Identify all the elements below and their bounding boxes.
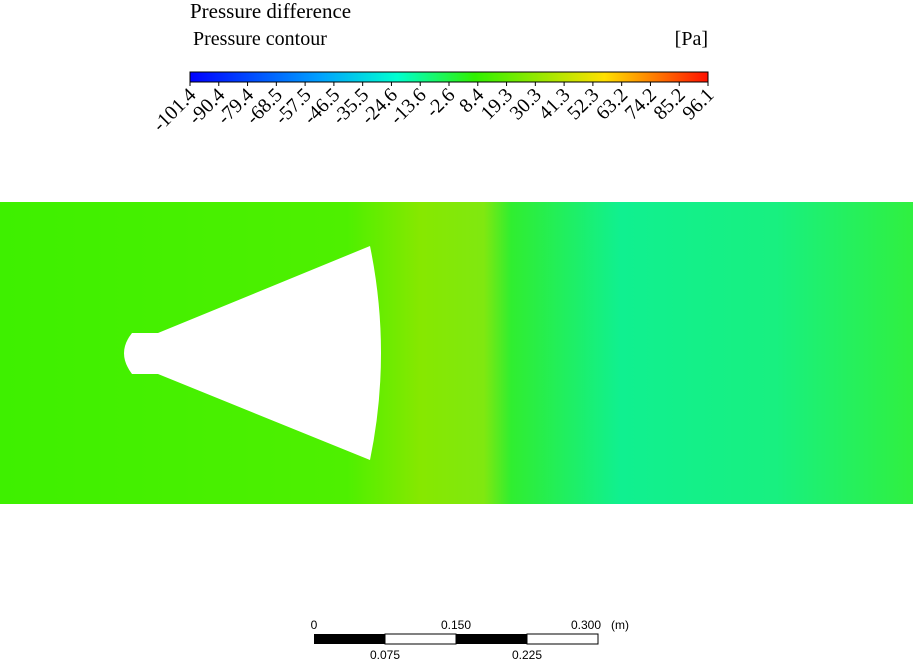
colorbar (189, 71, 709, 83)
scale-unit: (m) (611, 618, 629, 632)
legend-unit: [Pa] (675, 28, 708, 50)
colorbar-tick-label: 96.1 (678, 84, 718, 124)
colorbar-ticks: -101.4-90.4-79.4-68.5-57.5-46.5-35.5-24.… (148, 82, 719, 136)
scale-segment (314, 634, 385, 644)
nozzle-body (124, 246, 381, 460)
legend-subtitle: Pressure contour (193, 28, 327, 50)
scale-label: 0.150 (441, 618, 471, 632)
scale-label: 0.075 (370, 648, 400, 662)
scale-label: 0.225 (512, 648, 542, 662)
legend-title: Pressure difference (190, 0, 351, 23)
scale-label: 0.300 (571, 618, 601, 632)
scale-label: 0 (311, 618, 318, 632)
colorbar-tick-label: -2.6 (422, 84, 460, 122)
scale-segment (384, 633, 457, 645)
scale-segment (526, 633, 599, 645)
scale-segment (456, 634, 527, 644)
